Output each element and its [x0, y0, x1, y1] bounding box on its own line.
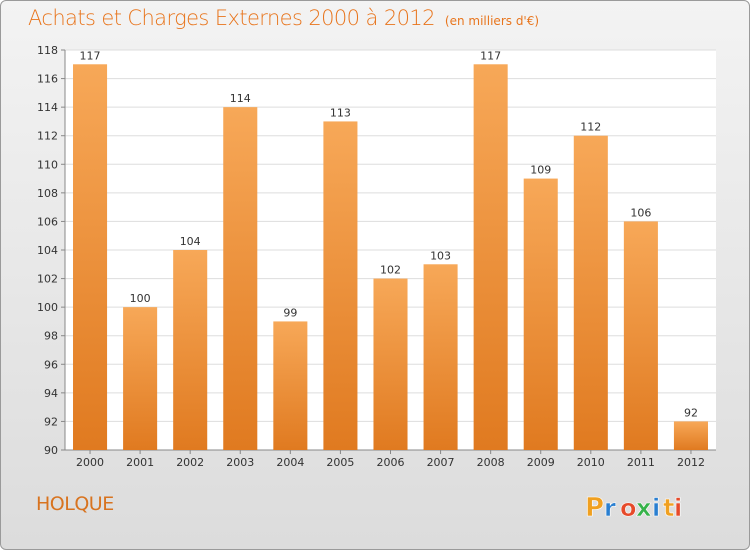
bar — [523, 178, 558, 451]
bar — [623, 221, 658, 450]
chart-unit-label: (en milliers d'€) — [444, 14, 540, 28]
data-label: 104 — [180, 235, 201, 248]
chart-title: Achats et Charges Externes 2000 à 2012 (e… — [28, 6, 539, 30]
y-tick-label: 118 — [37, 44, 58, 57]
y-tick-label: 108 — [37, 187, 58, 200]
logo-letter: P — [585, 493, 604, 523]
bar — [123, 307, 158, 450]
y-tick-label: 110 — [37, 158, 58, 171]
y-tick-label: 106 — [37, 215, 58, 228]
x-tick-label: 2007 — [427, 456, 455, 469]
y-tick-label: 116 — [37, 73, 58, 86]
bar — [373, 278, 408, 450]
x-tick-label: 2006 — [377, 456, 405, 469]
logo-letter: x — [636, 494, 652, 522]
data-label: 92 — [684, 406, 698, 419]
chart-title-text: Achats et Charges Externes 2000 à 2012 — [28, 6, 436, 30]
x-tick-label: 2009 — [527, 456, 555, 469]
commune-name: HOLQUE — [36, 493, 114, 515]
bar — [173, 250, 208, 450]
y-tick-label: 112 — [37, 130, 58, 143]
data-label: 100 — [130, 292, 151, 305]
x-tick-label: 2012 — [677, 456, 705, 469]
data-label: 113 — [330, 106, 351, 119]
y-tick-label: 104 — [37, 244, 58, 257]
x-tick-label: 2008 — [477, 456, 505, 469]
bar — [673, 421, 708, 450]
y-tick-label: 102 — [37, 273, 58, 286]
bar — [73, 64, 108, 451]
bar — [573, 135, 608, 450]
bar — [423, 264, 458, 450]
data-label: 109 — [530, 164, 551, 177]
data-label: 102 — [380, 264, 401, 277]
y-tick-label: 90 — [44, 444, 58, 457]
x-tick-label: 2001 — [126, 456, 154, 469]
y-tick-label: 96 — [44, 358, 58, 371]
data-label: 99 — [283, 306, 297, 319]
data-label: 114 — [230, 92, 251, 105]
logo-letter: i — [674, 494, 682, 522]
x-tick-label: 2003 — [226, 456, 254, 469]
data-label: 106 — [630, 206, 651, 219]
logo-letter: t — [663, 494, 674, 522]
x-tick-label: 2010 — [577, 456, 605, 469]
x-tick-label: 2011 — [627, 456, 655, 469]
data-label: 103 — [430, 249, 451, 262]
data-label: 117 — [480, 49, 501, 62]
x-tick-label: 2004 — [276, 456, 304, 469]
y-tick-label: 98 — [44, 330, 58, 343]
bar — [473, 64, 508, 451]
data-label: 112 — [580, 121, 601, 134]
bar — [273, 321, 308, 450]
data-label: 117 — [80, 49, 101, 62]
x-tick-label: 2005 — [326, 456, 354, 469]
y-tick-label: 100 — [37, 301, 58, 314]
x-tick-label: 2002 — [176, 456, 204, 469]
y-tick-label: 94 — [44, 387, 58, 400]
bar — [223, 107, 258, 451]
y-tick-label: 92 — [44, 415, 58, 428]
x-tick-label: 2000 — [76, 456, 104, 469]
y-tick-label: 114 — [37, 101, 58, 114]
bar — [323, 121, 358, 450]
logo-letter: r — [604, 494, 616, 522]
logo-letter: o — [620, 494, 637, 522]
logo-letter: i — [652, 494, 660, 522]
